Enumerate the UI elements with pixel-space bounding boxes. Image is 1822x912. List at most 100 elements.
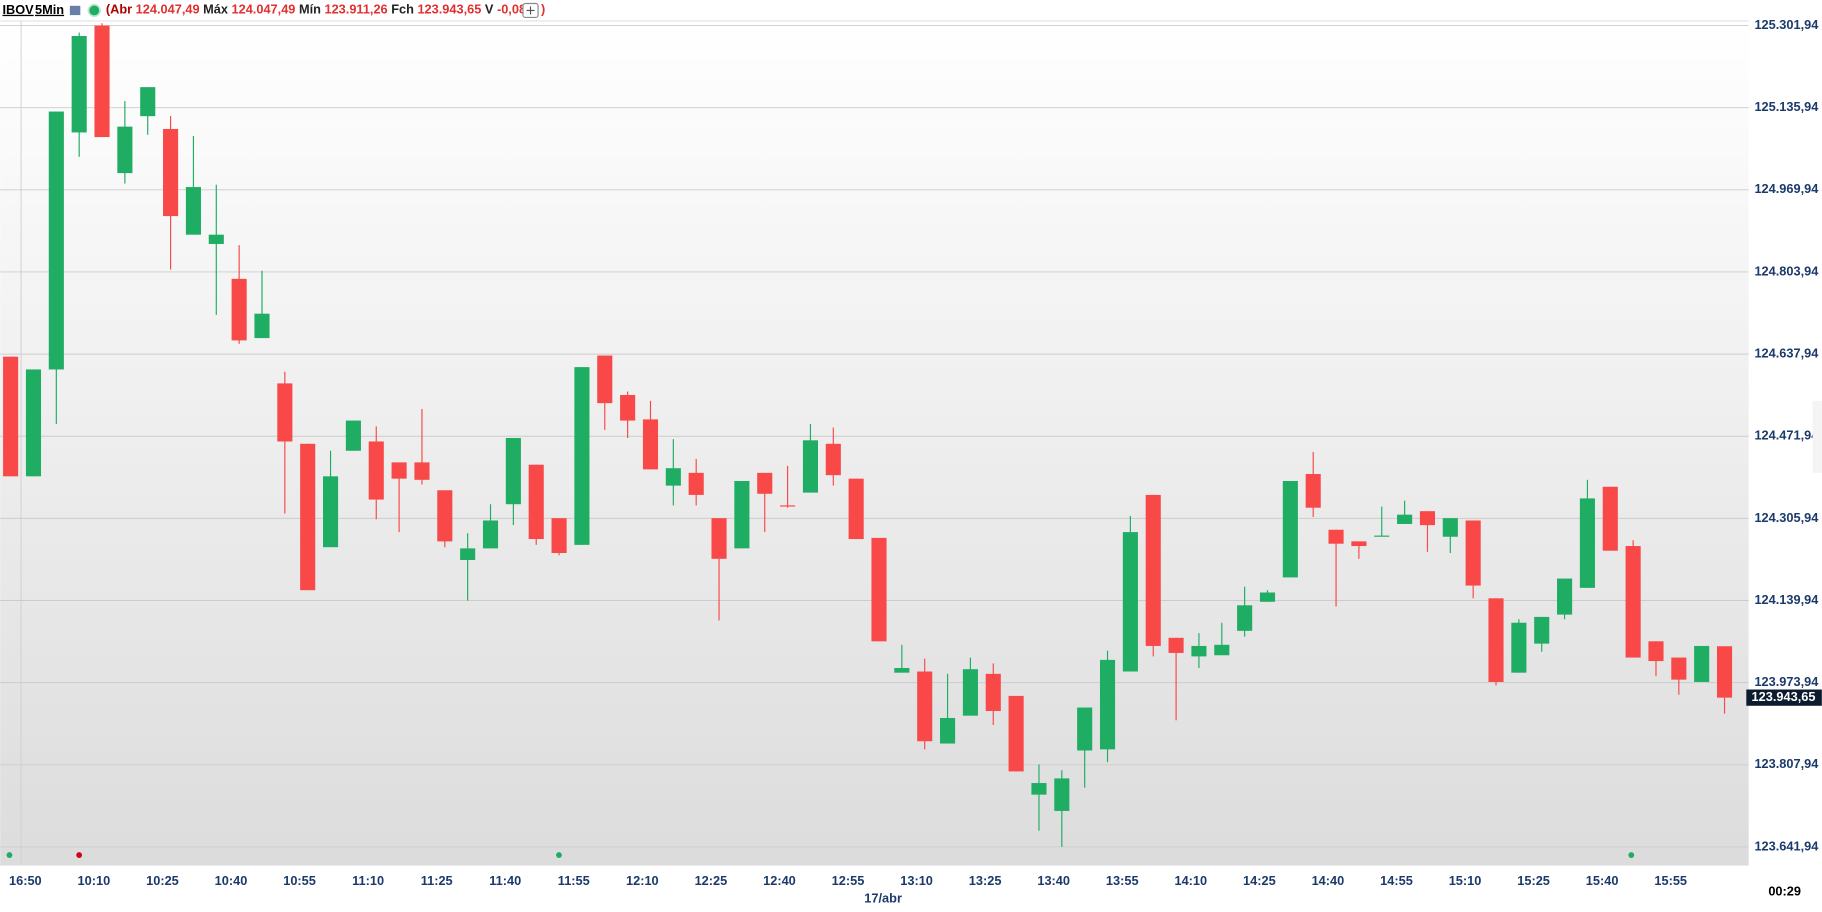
x-tick-label: 13:40: [1037, 873, 1070, 888]
timer-box: [1748, 871, 1822, 912]
event-marker: [556, 852, 562, 858]
candle-body: [94, 25, 110, 138]
candle-body: [528, 464, 544, 540]
candle-body: [208, 234, 224, 244]
y-tick-label: 123.641,94: [1754, 838, 1819, 853]
candle-body: [1602, 486, 1618, 551]
x-tick-label: 15:25: [1517, 873, 1550, 888]
candle-body: [1054, 778, 1070, 811]
close-label: Fch: [391, 2, 414, 17]
x-tick-label: 13:10: [900, 873, 933, 888]
candle-body: [1648, 641, 1664, 662]
y-tick-label: 123.973,94: [1754, 674, 1819, 689]
side-tab[interactable]: [1812, 400, 1822, 473]
y-tick-label: 124.139,94: [1754, 592, 1819, 607]
candle-body: [1557, 578, 1573, 615]
candle-body: [185, 187, 201, 235]
candle-body: [620, 395, 636, 421]
ohlc-line: (Abr 124.047,49 Máx 124.047,49 Mín 123.9…: [106, 2, 545, 17]
close-value: 123.943,65: [417, 2, 481, 17]
candle-body: [711, 518, 727, 559]
candle-body: [1008, 695, 1024, 772]
high-value: 124.047,49: [232, 2, 296, 17]
candle-body: [780, 505, 796, 507]
candle-body: [734, 480, 750, 549]
x-tick-label: 10:25: [146, 873, 179, 888]
axes: 125.301,94 125.135,94 124.969,94 124.803,94…: [9, 17, 1822, 888]
candle-body: [254, 313, 270, 339]
x-tick-label: 14:40: [1312, 873, 1345, 888]
symbol[interactable]: IBOV: [2, 2, 34, 17]
candle-body: [1168, 637, 1184, 653]
candle-body: [871, 537, 887, 642]
candle-body: [574, 367, 590, 545]
x-tick-label: 13:25: [969, 873, 1002, 888]
x-tick-label: 10:40: [215, 873, 248, 888]
x-tick-label: 12:25: [695, 873, 728, 888]
candle-body: [1282, 480, 1298, 578]
candle-body: [1534, 616, 1550, 644]
x-tick-label: 11:10: [352, 873, 384, 888]
candle-body: [825, 443, 841, 476]
candle-body: [917, 671, 933, 742]
chart-type-icon[interactable]: [69, 5, 81, 16]
candle-body: [277, 383, 293, 442]
candle-body: [940, 717, 956, 744]
high-label: Máx: [203, 2, 228, 17]
x-tick-label: 15:10: [1449, 873, 1482, 888]
y-tick-label: 124.471,94: [1754, 428, 1819, 443]
last-price-label: 123.943,65: [1752, 689, 1816, 704]
candle-body: [1214, 644, 1230, 656]
x-tick-label: 15:55: [1654, 873, 1687, 888]
y-tick-label: 123.807,94: [1754, 756, 1819, 771]
candle-body: [482, 520, 499, 549]
candle-body: [1579, 498, 1595, 588]
candle-body: [117, 126, 133, 174]
candle-body: [1397, 514, 1413, 524]
candle-body: [414, 462, 430, 480]
candle-body: [437, 490, 453, 542]
y-tick-label: 125.135,94: [1754, 99, 1819, 114]
y-tick-label: 124.305,94: [1754, 510, 1819, 525]
low-value: 123.911,26: [324, 2, 387, 17]
candle-body: [1191, 645, 1207, 657]
candle-body: [1099, 659, 1116, 750]
plot-background: [0, 20, 1749, 866]
open-label: (Abr: [106, 2, 132, 17]
x-tick-label: 12:10: [626, 873, 659, 888]
candle-body: [665, 468, 681, 486]
candle-body: [71, 36, 87, 133]
candle-body: [231, 278, 247, 341]
candle-body: [894, 668, 910, 673]
header: IBOV 5Min (Abr 124.047,49 Máx 124.047,49…: [2, 2, 545, 19]
candle-body: [1031, 783, 1047, 795]
candle-body: [322, 476, 339, 548]
x-tick-label: 14:25: [1243, 873, 1276, 888]
candle-body: [1328, 529, 1344, 544]
candle-body: [1351, 541, 1367, 547]
date-label: 17/abr: [864, 891, 902, 906]
x-tick-label: 10:55: [283, 873, 316, 888]
candle-body: [1374, 535, 1390, 537]
x-tick-label: 12:40: [763, 873, 796, 888]
candle-body: [597, 355, 613, 404]
candle-body: [1671, 657, 1687, 680]
candle-body: [1419, 511, 1436, 526]
candle-body: [1305, 474, 1321, 508]
candle-body: [802, 440, 818, 493]
candle-body: [551, 518, 567, 554]
candle-body: [140, 87, 156, 117]
candle-body: [460, 548, 476, 560]
candle-body: [1122, 532, 1138, 672]
candle-body: [1442, 518, 1458, 537]
candles: [3, 23, 1733, 847]
candle-body: [48, 111, 64, 370]
event-marker: [1628, 852, 1635, 858]
x-tick-label: 15:40: [1586, 873, 1619, 888]
x-tick-label: 11:40: [489, 873, 521, 888]
header-background: [0, 0, 1822, 21]
change-label: V: [485, 2, 494, 17]
candle-body: [163, 128, 179, 217]
interval[interactable]: 5Min: [35, 2, 64, 17]
